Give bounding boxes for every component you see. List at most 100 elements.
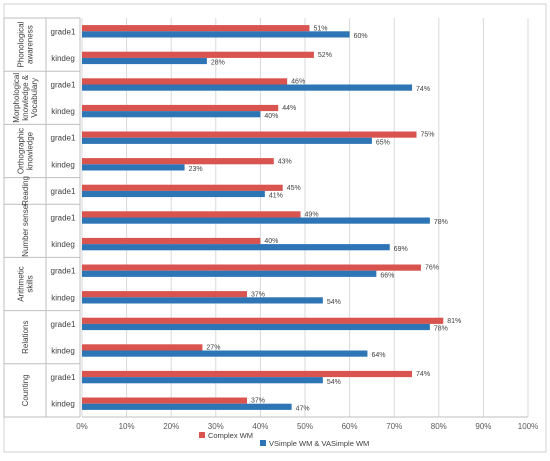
data-label-simple: 64% <box>371 352 385 359</box>
data-label-simple: 65% <box>376 139 390 146</box>
group-label: Counting <box>21 374 30 406</box>
bar-simple-wm <box>82 137 372 144</box>
data-label-simple: 54% <box>327 299 341 306</box>
bar-complex-wm <box>82 264 421 271</box>
x-tick-label: 60% <box>342 422 358 431</box>
bar-simple-wm <box>82 164 185 171</box>
bar-simple-wm <box>82 31 350 38</box>
category-label: kindeg <box>51 347 75 356</box>
legend-label-simple-wm: VSimple WM & VASimple WM <box>269 439 369 448</box>
category-label: grade1 <box>51 373 76 382</box>
data-label-complex: 76% <box>425 265 439 272</box>
data-label-simple: 41% <box>269 193 283 200</box>
chart-frame <box>3 3 547 453</box>
bar-complex-wm <box>82 237 261 245</box>
category-label: grade1 <box>51 267 76 276</box>
bar-complex-wm <box>82 51 314 58</box>
category-label: grade1 <box>51 320 76 329</box>
legend-label-complex-wm: Complex WM <box>208 431 253 440</box>
bar-complex-wm <box>82 370 413 378</box>
data-label-complex: 46% <box>291 79 305 86</box>
bar-complex-wm <box>82 25 310 32</box>
bar-complex-wm <box>82 397 248 404</box>
x-tick-label: 70% <box>386 422 402 431</box>
data-label-simple: 28% <box>211 60 225 67</box>
data-label-simple: 78% <box>434 219 448 226</box>
data-label-complex: 49% <box>305 212 319 219</box>
legend-swatch-simple-wm <box>260 440 266 446</box>
data-label-complex: 44% <box>282 105 296 112</box>
data-label-complex: 37% <box>251 398 265 405</box>
bar-complex-wm <box>82 158 274 165</box>
data-label-complex: 37% <box>251 291 265 298</box>
data-label-simple: 54% <box>327 379 341 386</box>
category-label: kindeg <box>51 240 75 249</box>
bar-simple-wm <box>82 377 323 384</box>
x-tick-label: 30% <box>208 422 224 431</box>
bar-complex-wm <box>82 78 288 85</box>
data-label-simple: 60% <box>354 33 368 40</box>
data-label-complex: 27% <box>206 345 220 352</box>
bar-complex-wm <box>82 184 283 191</box>
group-label: Arithmeticskills <box>17 266 35 302</box>
data-label-complex: 43% <box>278 158 292 165</box>
x-tick-label: 40% <box>252 422 268 431</box>
category-label: kindeg <box>51 54 75 63</box>
data-label-simple: 69% <box>394 246 408 253</box>
data-label-simple: 23% <box>189 166 203 173</box>
category-label: kindeg <box>51 293 75 302</box>
x-tick-label: 10% <box>119 422 135 431</box>
data-label-complex: 74% <box>416 371 430 378</box>
bar-complex-wm <box>82 291 248 298</box>
group-label: Morphologicalknowledge &Vocabulary <box>12 73 39 123</box>
data-label-simple: 47% <box>296 405 310 412</box>
bar-simple-wm <box>82 350 368 357</box>
data-label-complex: 75% <box>421 132 435 139</box>
x-tick-label: 100% <box>518 422 538 431</box>
bar-simple-wm <box>82 297 323 304</box>
data-label-complex: 45% <box>287 185 301 192</box>
x-tick-label: 50% <box>297 422 313 431</box>
bar-simple-wm <box>82 403 292 410</box>
bar-simple-wm <box>82 190 265 198</box>
legend-swatch-complex-wm <box>199 432 205 438</box>
data-label-simple: 78% <box>434 326 448 333</box>
bar-complex-wm <box>82 317 444 324</box>
bar-complex-wm <box>82 131 417 138</box>
data-label-complex: 40% <box>264 238 278 245</box>
group-label: Relations <box>21 321 30 354</box>
data-label-complex: 51% <box>313 25 327 32</box>
data-label-complex: 52% <box>318 52 332 59</box>
bar-complex-wm <box>82 104 279 112</box>
category-label: kindeg <box>51 160 75 169</box>
category-label: grade1 <box>51 214 76 223</box>
data-label-complex: 81% <box>447 318 461 325</box>
x-tick-label: 90% <box>475 422 491 431</box>
bar-simple-wm <box>82 84 413 91</box>
category-label: kindeg <box>51 400 75 409</box>
category-label: grade1 <box>51 81 76 90</box>
category-label: grade1 <box>51 134 76 143</box>
bar-simple-wm <box>82 270 377 277</box>
bar-simple-wm <box>82 244 390 251</box>
bar-simple-wm <box>82 323 430 331</box>
category-label: grade1 <box>51 27 76 36</box>
x-tick-label: 80% <box>431 422 447 431</box>
x-tick-label: 0% <box>76 422 88 431</box>
category-label: kindeg <box>51 107 75 116</box>
x-tick-label: 20% <box>163 422 179 431</box>
data-label-simple: 74% <box>416 86 430 93</box>
bar-simple-wm <box>82 57 207 65</box>
group-label: Reading <box>21 176 30 206</box>
bar-simple-wm <box>82 111 261 118</box>
data-label-simple: 66% <box>380 272 394 279</box>
group-label: Number sense <box>21 204 30 257</box>
bar-complex-wm <box>82 344 203 351</box>
data-label-simple: 40% <box>264 113 278 120</box>
group-label: Orthographicknowledge <box>17 128 35 174</box>
group-label: Phonologicalawareness <box>17 21 35 67</box>
bar-simple-wm <box>82 217 430 224</box>
category-label: grade1 <box>51 187 76 196</box>
